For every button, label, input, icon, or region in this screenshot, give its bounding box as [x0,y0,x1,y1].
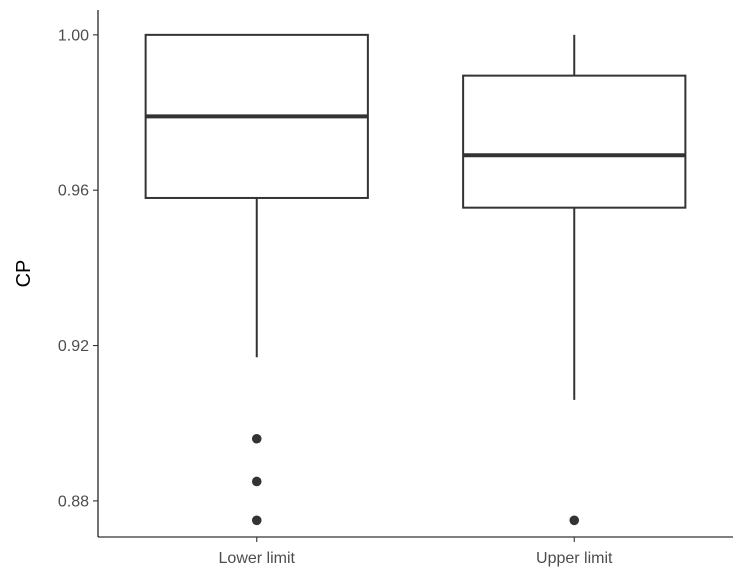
y-tick-label: 0.88 [58,493,89,510]
x-ticks: Lower limit Upper limit [219,537,613,567]
y-ticks: 0.88 0.92 0.96 1.00 [58,27,98,510]
outlier-point [569,515,580,526]
x-tick-label: Upper limit [536,550,613,567]
box-group [462,34,687,526]
box-group [144,33,369,526]
y-tick-label: 0.96 [58,183,89,200]
boxes-layer [144,33,687,526]
outlier-point [251,476,262,487]
outlier-point [251,433,262,444]
y-axis-title: CP [13,260,35,288]
x-tick-label: Lower limit [219,550,296,567]
outlier-point [251,515,262,526]
axes-layer [97,10,733,538]
y-tick-label: 0.92 [58,338,89,355]
box [462,74,687,209]
y-tick-label: 1.00 [58,27,89,44]
